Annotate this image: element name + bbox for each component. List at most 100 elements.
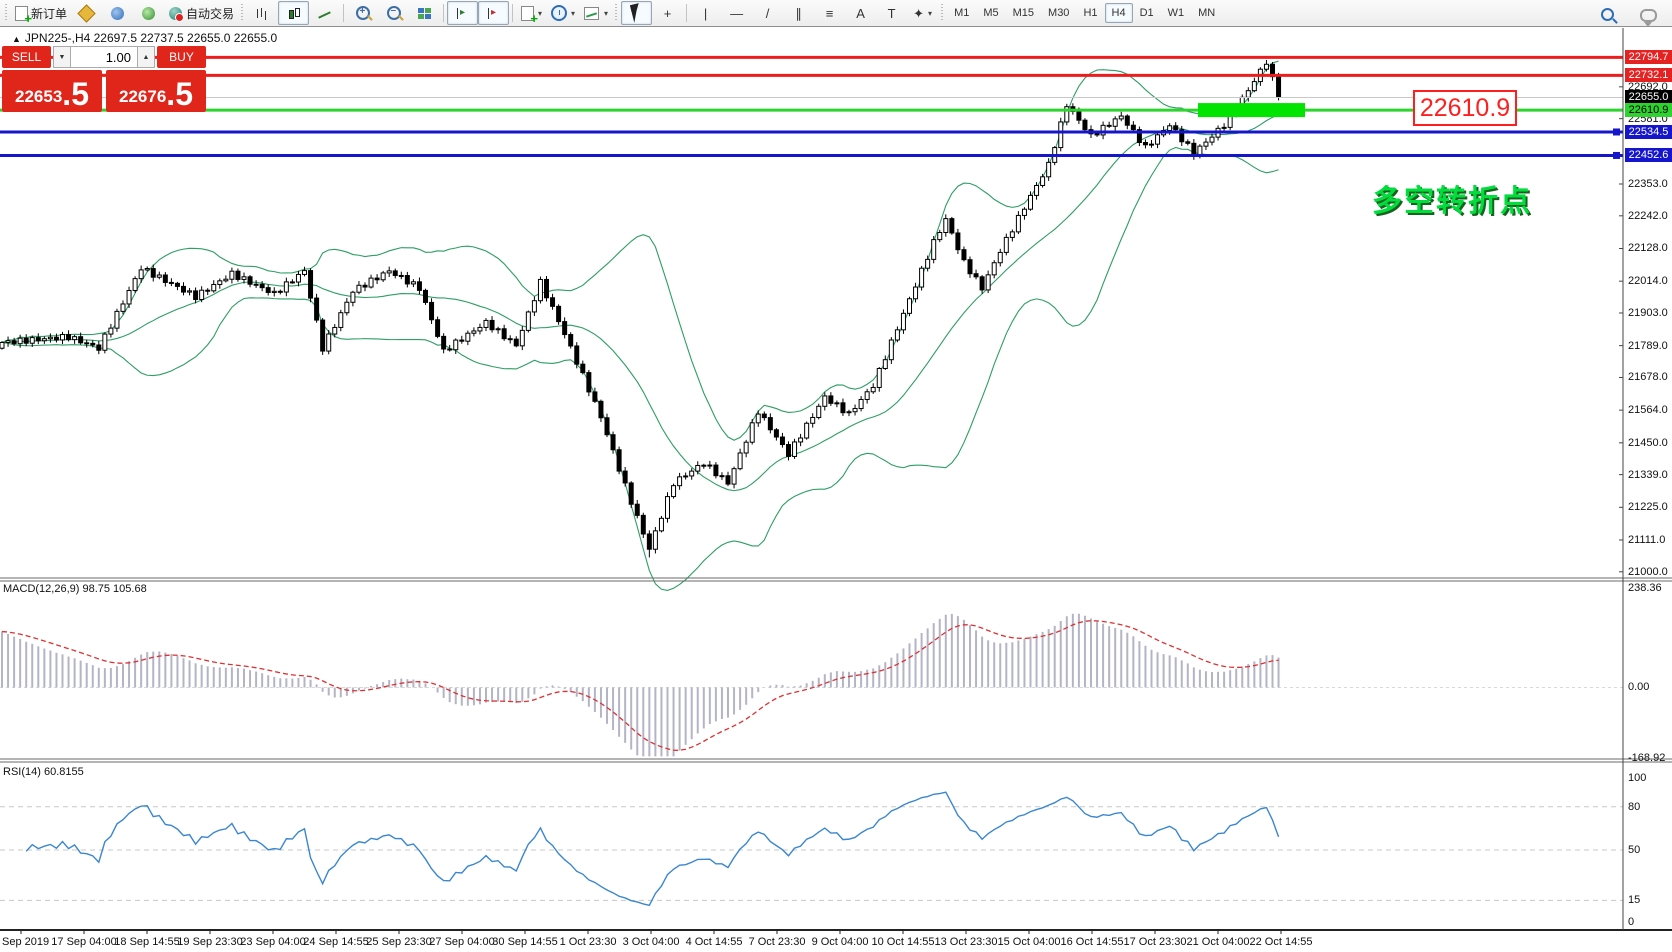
candle-body bbox=[943, 218, 949, 233]
volume-decrease-button[interactable]: ▼ bbox=[53, 46, 71, 68]
chat-button[interactable] bbox=[1633, 2, 1664, 27]
volume-input[interactable]: 1.00 bbox=[71, 46, 137, 68]
candle-body bbox=[1173, 125, 1179, 131]
price-callout-box[interactable]: 22610.9 bbox=[1413, 90, 1517, 126]
buy-button[interactable]: BUY bbox=[157, 46, 206, 68]
indicators-icon bbox=[584, 6, 600, 20]
timeframe-w1-button[interactable]: W1 bbox=[1167, 7, 1185, 19]
candle-body bbox=[1155, 134, 1161, 145]
timeframe-m1-button[interactable]: M1 bbox=[954, 7, 970, 19]
fibonacci-button[interactable]: ≡ bbox=[814, 1, 845, 25]
new-chart-icon bbox=[521, 5, 538, 24]
candle-body bbox=[725, 475, 731, 485]
candle-body bbox=[1046, 161, 1052, 178]
tile-windows-button[interactable] bbox=[409, 1, 440, 25]
candle-body bbox=[90, 342, 96, 346]
toolbar-drag-handle[interactable] bbox=[240, 4, 246, 22]
sell-button[interactable]: SELL bbox=[2, 46, 51, 68]
new-chart-dropdown[interactable]: ▾ bbox=[516, 1, 547, 25]
candle-body bbox=[544, 278, 549, 299]
candle-body bbox=[416, 281, 422, 291]
search-button[interactable] bbox=[1592, 2, 1623, 26]
text-label-button[interactable]: T bbox=[876, 1, 907, 25]
candle-body bbox=[289, 281, 295, 284]
candle-body bbox=[187, 290, 193, 293]
candle-body bbox=[580, 363, 586, 374]
timeframe-h1-button[interactable]: H1 bbox=[1083, 7, 1098, 19]
market-watch-button[interactable] bbox=[71, 1, 102, 25]
note-annotation[interactable]: 多空转折点 bbox=[1372, 185, 1532, 218]
candle-body bbox=[114, 310, 120, 329]
time-tick-label: 22 Oct 14:55 bbox=[1249, 936, 1313, 948]
candle-body bbox=[604, 417, 610, 436]
candlestick-chart-button[interactable] bbox=[278, 1, 310, 25]
toolbar-drag-handle[interactable] bbox=[614, 4, 620, 22]
profiles-dropdown[interactable]: ▾ bbox=[547, 1, 579, 25]
cursor-button[interactable] bbox=[621, 1, 653, 25]
candle-body bbox=[888, 339, 894, 361]
candle-body bbox=[665, 496, 670, 519]
chat-icon bbox=[1640, 8, 1657, 27]
line-chart-button[interactable] bbox=[309, 1, 340, 25]
candle-body bbox=[937, 231, 943, 241]
candle-body bbox=[592, 391, 598, 402]
equidistant-channel-button[interactable]: ∥ bbox=[783, 1, 814, 25]
chevron-down-icon: ▾ bbox=[928, 8, 933, 18]
trendline-button[interactable]: / bbox=[752, 1, 783, 25]
price-tick-label: 22692.0 bbox=[1628, 80, 1668, 93]
toolbar-drag-handle[interactable] bbox=[940, 4, 946, 22]
candle-body bbox=[556, 305, 562, 323]
price-tick-label: 21678.0 bbox=[1628, 371, 1668, 384]
candle-body bbox=[737, 452, 743, 470]
signals-button[interactable] bbox=[133, 1, 164, 25]
candle-body bbox=[271, 290, 277, 293]
candle-body bbox=[743, 441, 749, 454]
candle-body bbox=[658, 517, 664, 532]
candle-body bbox=[150, 268, 156, 278]
arrows-dropdown[interactable]: ✦ ▾ bbox=[907, 1, 938, 25]
auto-scroll-button[interactable] bbox=[447, 1, 479, 25]
candle-body bbox=[471, 330, 477, 334]
timeframe-m30-button[interactable]: M30 bbox=[1048, 7, 1070, 19]
candle-body bbox=[634, 503, 640, 516]
candle-body bbox=[713, 464, 719, 477]
candle-body bbox=[350, 291, 356, 303]
indicators-dropdown[interactable]: ▾ bbox=[579, 1, 612, 25]
community-button[interactable] bbox=[102, 1, 133, 25]
toolbar-drag-handle[interactable] bbox=[4, 4, 9, 22]
timeframe-d1-button[interactable]: D1 bbox=[1139, 7, 1154, 19]
timeframe-h4-button[interactable]: H4 bbox=[1104, 3, 1133, 23]
candle-body bbox=[755, 413, 761, 424]
candle-body bbox=[683, 475, 689, 478]
chart-shift-button[interactable] bbox=[478, 1, 510, 25]
chart-shift-icon bbox=[486, 6, 501, 21]
price-badge-22610.9: 22610.9 bbox=[1625, 103, 1672, 118]
text-button[interactable]: A bbox=[845, 1, 876, 25]
expand-arrow-icon: ▲ bbox=[12, 34, 21, 44]
timeframe-mn-button[interactable]: MN bbox=[1198, 7, 1216, 19]
candle-body bbox=[1136, 129, 1142, 144]
volume-increase-button[interactable]: ▲ bbox=[137, 46, 155, 68]
bar-chart-icon bbox=[255, 6, 270, 21]
candle-body bbox=[894, 329, 900, 341]
bar-chart-button[interactable] bbox=[247, 1, 278, 25]
zoom-in-button[interactable] bbox=[347, 1, 378, 25]
horizontal-line-button[interactable]: — bbox=[721, 1, 752, 25]
candle-body bbox=[701, 464, 707, 467]
highlight-rectangle bbox=[1198, 103, 1305, 118]
time-tick-label: 17 Oct 23:30 bbox=[1123, 936, 1187, 948]
buy-price[interactable]: 22676 .5 bbox=[106, 70, 206, 112]
candle-body bbox=[773, 429, 779, 438]
new-order-button[interactable]: 新订单 bbox=[11, 1, 71, 25]
time-tick-label: 9 Oct 04:00 bbox=[811, 936, 869, 948]
sell-price[interactable]: 22653 .5 bbox=[2, 70, 102, 112]
timeframe-m15-button[interactable]: M15 bbox=[1012, 7, 1035, 19]
zoom-out-button[interactable] bbox=[378, 1, 409, 25]
timeframe-m5-button[interactable]: M5 bbox=[983, 7, 999, 19]
auto-trading-button[interactable]: 自动交易 bbox=[164, 1, 238, 25]
price-tick-label: 21225.0 bbox=[1628, 501, 1668, 514]
vertical-line-button[interactable]: | bbox=[690, 1, 721, 25]
crosshair-button[interactable]: + bbox=[652, 1, 683, 25]
macd-scale-max: 238.36 bbox=[1628, 582, 1662, 594]
